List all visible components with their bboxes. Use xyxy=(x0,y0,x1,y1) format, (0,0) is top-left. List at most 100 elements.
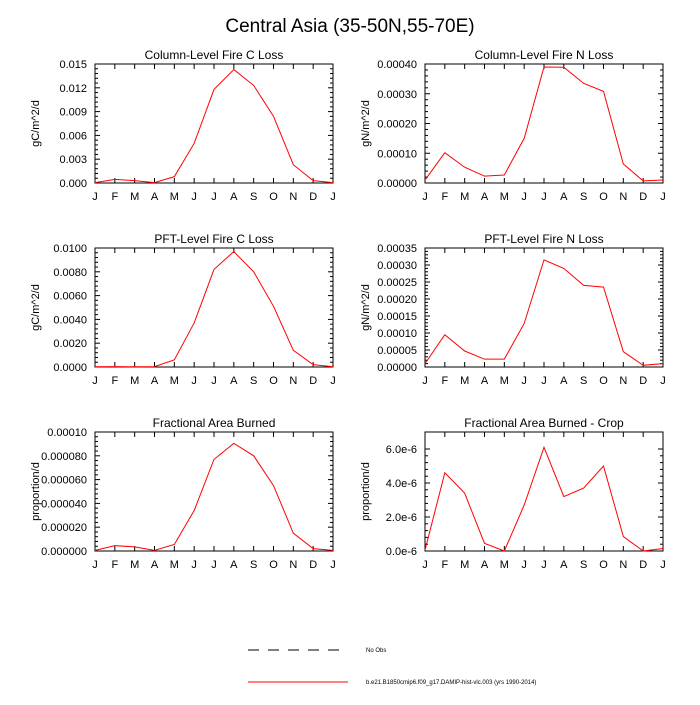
y-tick-label: 0.0100 xyxy=(53,243,87,255)
x-tick-label: N xyxy=(289,559,297,571)
series-line xyxy=(94,250,334,368)
x-tick-label: M xyxy=(170,559,179,571)
series-line xyxy=(424,445,664,552)
x-tick-label: J xyxy=(211,375,217,387)
x-tick-label: N xyxy=(619,559,627,571)
series-line xyxy=(424,66,664,182)
y-tick-label: 0.00020 xyxy=(377,294,417,306)
x-tick-label: J xyxy=(211,559,217,571)
series-line xyxy=(424,259,664,366)
y-tick-label: 0.00030 xyxy=(377,260,417,272)
x-tick-label: J xyxy=(92,559,98,571)
y-tick-label: 0.009 xyxy=(59,107,87,119)
x-tick-label: O xyxy=(599,191,608,203)
y-tick-label: 0.00025 xyxy=(377,277,417,289)
x-tick-label: A xyxy=(481,191,489,203)
x-tick-label: S xyxy=(250,191,257,203)
x-tick-label: M xyxy=(460,191,469,203)
x-tick-label: M xyxy=(170,191,179,203)
legend: No Obs b.e21.B1850cmip6.f09_g17.DAMIP-hi… xyxy=(248,648,536,686)
y-tick-label: 2.0e-6 xyxy=(386,512,417,524)
x-tick-label: S xyxy=(250,559,257,571)
x-tick-label: J xyxy=(541,191,547,203)
x-tick-label: F xyxy=(111,375,118,387)
x-tick-label: M xyxy=(460,559,469,571)
x-tick-label: J xyxy=(92,375,98,387)
x-tick-label: A xyxy=(560,559,568,571)
x-tick-label: O xyxy=(599,375,608,387)
panel-title: Column-Level Fire C Loss xyxy=(145,48,284,62)
x-tick-label: M xyxy=(500,191,509,203)
plot-frame xyxy=(424,247,664,368)
x-tick-label: A xyxy=(230,191,238,203)
y-tick-label: 0.0040 xyxy=(53,314,87,326)
x-tick-label: S xyxy=(250,375,257,387)
y-tick-label: 0.0e-6 xyxy=(386,546,417,558)
y-tick-label: 0.0060 xyxy=(53,291,87,303)
x-tick-label: A xyxy=(151,375,159,387)
y-tick-label: 0.006 xyxy=(59,130,87,142)
series-line xyxy=(94,68,334,184)
figure-title: Central Asia (35-50N,55-70E) xyxy=(225,16,474,37)
x-tick-label: F xyxy=(441,375,448,387)
x-tick-label: M xyxy=(500,375,509,387)
x-tick-label: J xyxy=(541,375,547,387)
panel-title: Fractional Area Burned - Crop xyxy=(464,416,624,430)
y-tick-label: 0.0000 xyxy=(53,362,87,374)
x-tick-label: O xyxy=(269,559,278,571)
y-tick-label: 0.00010 xyxy=(377,328,417,340)
x-tick-label: J xyxy=(330,559,336,571)
x-tick-label: J xyxy=(330,191,336,203)
y-tick-label: 0.00015 xyxy=(377,311,417,323)
x-tick-label: M xyxy=(500,559,509,571)
y-tick-label: 0.012 xyxy=(59,83,87,95)
y-tick-label: 6.0e-6 xyxy=(386,444,417,456)
x-tick-label: D xyxy=(309,375,317,387)
y-axis-label: proportion/d xyxy=(360,462,372,521)
plot-frame xyxy=(94,247,334,368)
panel-title: PFT-Level Fire C Loss xyxy=(154,232,273,246)
x-tick-label: A xyxy=(481,375,489,387)
y-tick-label: 0.000040 xyxy=(41,498,87,510)
x-tick-label: D xyxy=(639,191,647,203)
y-axis-label: proportion/d xyxy=(30,462,42,521)
x-tick-label: N xyxy=(619,375,627,387)
x-tick-label: M xyxy=(130,375,139,387)
x-tick-label: J xyxy=(330,375,336,387)
x-tick-label: J xyxy=(422,559,428,571)
y-tick-label: 0.00010 xyxy=(377,148,417,160)
x-tick-label: M xyxy=(130,191,139,203)
x-tick-label: M xyxy=(460,375,469,387)
x-tick-label: J xyxy=(541,559,547,571)
y-tick-label: 0.0020 xyxy=(53,338,87,350)
plot-frame xyxy=(94,431,334,552)
y-tick-label: 0.015 xyxy=(59,59,87,71)
x-tick-label: A xyxy=(481,559,489,571)
y-axis-label: gC/m^2/d xyxy=(30,284,42,331)
x-tick-label: A xyxy=(230,375,238,387)
plot-frame xyxy=(94,63,334,184)
x-tick-label: A xyxy=(230,559,238,571)
x-tick-label: D xyxy=(639,559,647,571)
x-tick-label: J xyxy=(191,191,197,203)
x-tick-label: J xyxy=(521,375,527,387)
x-tick-label: A xyxy=(151,191,159,203)
x-tick-label: J xyxy=(660,559,666,571)
y-tick-label: 0.00010 xyxy=(47,427,87,439)
x-tick-label: J xyxy=(422,191,428,203)
x-tick-label: J xyxy=(521,191,527,203)
y-tick-label: 0.000060 xyxy=(41,475,87,487)
y-axis-label: gC/m^2/d xyxy=(30,100,42,147)
y-tick-label: 0.003 xyxy=(59,154,87,166)
x-tick-label: M xyxy=(130,559,139,571)
x-tick-label: J xyxy=(191,559,197,571)
x-tick-label: A xyxy=(560,375,568,387)
y-tick-label: 0.00040 xyxy=(377,59,417,71)
y-tick-label: 0.00005 xyxy=(377,345,417,357)
